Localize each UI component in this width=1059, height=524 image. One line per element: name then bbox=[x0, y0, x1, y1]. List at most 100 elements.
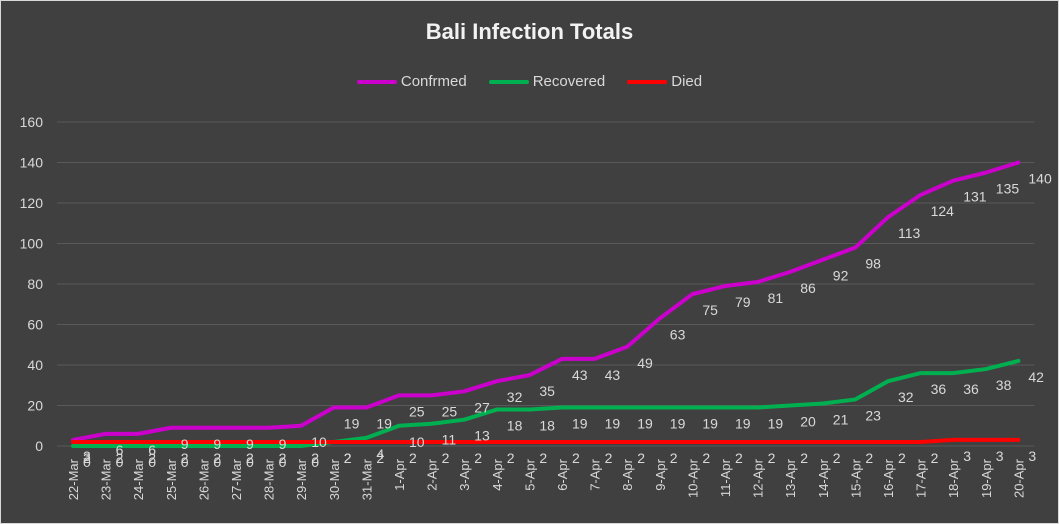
data-label-recovered: 0 bbox=[311, 454, 319, 470]
series-line-died bbox=[71, 437, 1021, 444]
data-label-recovered: 19 bbox=[735, 416, 751, 432]
x-tick-label: 2-Apr bbox=[425, 458, 440, 490]
data-label-confirmed: 135 bbox=[996, 181, 1020, 197]
data-label-died: 2 bbox=[311, 450, 319, 466]
data-label-confirmed: 63 bbox=[670, 326, 686, 342]
data-label-died: 2 bbox=[539, 450, 547, 466]
legend-item-confirmed: Confrmed bbox=[356, 73, 467, 90]
data-label-confirmed: 9 bbox=[246, 436, 254, 452]
x-tick-label: 25-Mar bbox=[164, 458, 179, 500]
data-label-confirmed: 81 bbox=[768, 290, 784, 306]
data-label-confirmed: 43 bbox=[572, 367, 588, 383]
data-label-died: 2 bbox=[83, 450, 91, 466]
data-label-recovered: 38 bbox=[996, 377, 1012, 393]
data-label-confirmed: 9 bbox=[279, 436, 287, 452]
data-label-confirmed: 25 bbox=[409, 403, 425, 419]
data-label-recovered: 32 bbox=[898, 389, 914, 405]
data-label-recovered: 19 bbox=[702, 416, 718, 432]
x-tick-label: 17-Apr bbox=[914, 458, 929, 498]
data-label-confirmed: 98 bbox=[865, 256, 881, 272]
data-label-recovered: 11 bbox=[442, 432, 457, 448]
data-label-died: 3 bbox=[996, 448, 1004, 464]
x-tick-label: 13-Apr bbox=[783, 458, 798, 498]
data-label-died: 2 bbox=[702, 450, 710, 466]
legend-item-died: Died bbox=[627, 73, 702, 90]
data-label-confirmed: 25 bbox=[442, 403, 458, 419]
x-tick-label: 27-Mar bbox=[229, 458, 244, 500]
y-tick-label: 120 bbox=[20, 195, 44, 211]
data-label-died: 2 bbox=[931, 450, 939, 466]
data-label-died: 2 bbox=[865, 450, 873, 466]
data-label-confirmed: 113 bbox=[898, 225, 921, 241]
data-label-confirmed: 6 bbox=[116, 442, 124, 458]
legend-swatch-recovered bbox=[488, 79, 529, 84]
data-label-confirmed: 19 bbox=[376, 416, 392, 432]
x-tick-label: 8-Apr bbox=[620, 458, 635, 490]
y-tick-label: 60 bbox=[27, 317, 43, 333]
data-label-recovered: 0 bbox=[116, 454, 124, 470]
data-label-recovered: 0 bbox=[213, 454, 221, 470]
x-tick-label: 18-Apr bbox=[946, 458, 961, 498]
data-label-confirmed: 49 bbox=[637, 355, 653, 371]
chart-title: Bali Infection Totals bbox=[425, 19, 634, 44]
data-label-confirmed: 79 bbox=[735, 294, 751, 310]
legend-label-confirmed: Confrmed bbox=[400, 73, 467, 90]
data-label-died: 2 bbox=[637, 450, 645, 466]
data-label-recovered: 20 bbox=[800, 414, 816, 430]
x-tick-label: 10-Apr bbox=[685, 458, 700, 498]
data-label-died: 2 bbox=[670, 450, 678, 466]
x-tick-label: 26-Mar bbox=[196, 458, 211, 500]
data-label-died: 2 bbox=[409, 450, 417, 466]
series-line-recovered bbox=[71, 358, 1021, 448]
x-tick-label: 3-Apr bbox=[457, 458, 472, 490]
data-label-died: 2 bbox=[181, 450, 189, 466]
data-label-recovered: 19 bbox=[605, 416, 621, 432]
data-label-confirmed: 140 bbox=[1028, 171, 1052, 187]
legend-label-recovered: Recovered bbox=[532, 73, 606, 90]
data-label-confirmed: 6 bbox=[148, 442, 156, 458]
data-label-confirmed: 35 bbox=[539, 383, 555, 399]
y-tick-label: 160 bbox=[20, 114, 44, 130]
data-label-recovered: 19 bbox=[768, 416, 784, 432]
data-label-recovered: 0 bbox=[181, 454, 189, 470]
y-tick-label: 140 bbox=[20, 155, 44, 171]
data-label-died: 2 bbox=[246, 450, 254, 466]
x-tick-label: 31-Mar bbox=[359, 458, 374, 500]
legend: Confrmed Recovered Died bbox=[1, 73, 1058, 90]
x-tick-label: 24-Mar bbox=[131, 458, 146, 500]
data-label-recovered: 23 bbox=[865, 407, 881, 423]
x-tick-label: 20-Apr bbox=[1011, 458, 1026, 498]
data-label-died: 2 bbox=[833, 450, 841, 466]
data-label-died: 2 bbox=[768, 450, 776, 466]
data-label-died: 2 bbox=[735, 450, 743, 466]
data-label-recovered: 0 bbox=[83, 454, 91, 470]
x-tick-label: 9-Apr bbox=[653, 458, 668, 490]
data-label-recovered: 19 bbox=[637, 416, 653, 432]
data-label-confirmed: 124 bbox=[931, 203, 955, 219]
x-tick-label: 6-Apr bbox=[555, 458, 570, 490]
data-label-died: 2 bbox=[800, 450, 808, 466]
legend-item-recovered: Recovered bbox=[488, 73, 606, 90]
data-label-recovered: 19 bbox=[670, 416, 686, 432]
x-tick-label: 1-Apr bbox=[392, 458, 407, 490]
data-label-died: 2 bbox=[507, 450, 515, 466]
x-tick-label: 5-Apr bbox=[522, 458, 537, 490]
data-label-recovered: 13 bbox=[474, 428, 490, 444]
series-line-confirmed bbox=[71, 160, 1021, 442]
x-tick-label: 29-Mar bbox=[294, 458, 309, 500]
data-label-recovered: 42 bbox=[1028, 369, 1044, 385]
data-label-recovered: 0 bbox=[279, 454, 287, 470]
data-label-died: 2 bbox=[148, 450, 156, 466]
x-tick-label: 23-Mar bbox=[99, 458, 114, 500]
data-label-confirmed: 86 bbox=[800, 280, 816, 296]
x-tick-label: 22-Mar bbox=[66, 458, 81, 500]
data-label-died: 2 bbox=[572, 450, 580, 466]
data-label-recovered: 0 bbox=[246, 454, 254, 470]
data-label-confirmed: 27 bbox=[474, 399, 490, 415]
data-label-died: 2 bbox=[344, 450, 352, 466]
data-label-recovered: 21 bbox=[833, 411, 849, 427]
data-label-died: 2 bbox=[605, 450, 613, 466]
data-label-confirmed: 9 bbox=[213, 436, 221, 452]
data-label-confirmed: 43 bbox=[605, 367, 621, 383]
